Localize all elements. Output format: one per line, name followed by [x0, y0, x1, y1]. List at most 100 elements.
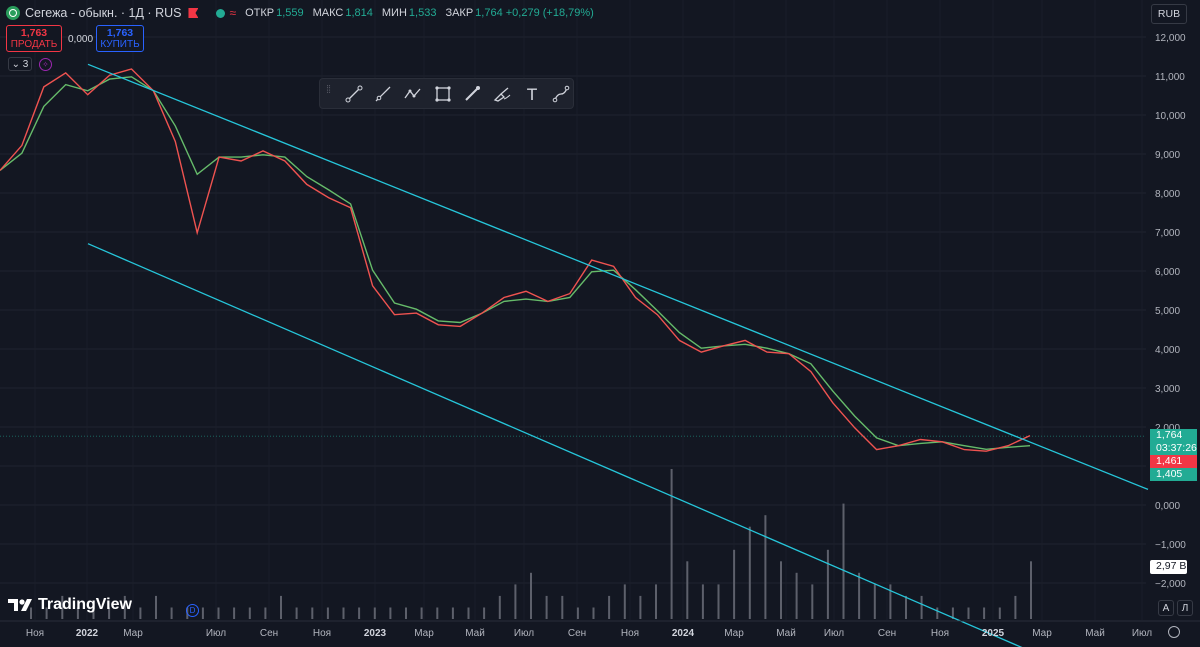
volume-bar: [733, 549, 736, 619]
market-status-icon[interactable]: [216, 8, 226, 18]
ohlc-close-value: 1,764 +0,279 (+18,79%): [475, 7, 594, 19]
time-axis-label: Май: [1085, 628, 1105, 639]
ohlc-low-label: МИН: [381, 7, 407, 19]
time-axis-label: Ноя: [313, 628, 331, 639]
price-scale-label: 8,000: [1155, 189, 1180, 200]
path-icon[interactable]: [549, 82, 573, 106]
time-axis-label: Ноя: [621, 628, 639, 639]
time-axis: Ноя 2022 Мар Июл Сен Ноя 2023 Мар Май Июл Сен Ноя 20…: [0, 620, 1200, 639]
volume-bar: [951, 607, 954, 619]
wave-icon[interactable]: ≈: [229, 6, 237, 20]
time-axis-label: 2023: [364, 628, 387, 639]
log-scale-button[interactable]: Л: [1177, 600, 1193, 616]
ohlc-high-value: 1,814: [345, 7, 373, 19]
volume-bar: [405, 607, 407, 619]
volume-bar: [983, 607, 986, 619]
time-axis-label: Май: [776, 628, 796, 639]
brush-icon[interactable]: [460, 82, 484, 106]
time-axis-label: Мар: [1032, 628, 1052, 639]
volume-bar: [701, 584, 704, 619]
time-axis-label: Май: [465, 628, 485, 639]
symbol-title[interactable]: Сегежа - обыкн. · 1Д · RUS: [25, 6, 182, 20]
volume-bar: [264, 607, 267, 619]
time-axis-label: 2025: [982, 628, 1005, 639]
volume-bar: [139, 607, 142, 619]
text-tool-glyph: T: [526, 85, 537, 104]
indicators-toggle[interactable]: ⌄ 3: [8, 57, 32, 71]
time-axis-label: Сен: [568, 628, 586, 639]
time-axis-label: Июл: [1132, 628, 1152, 639]
polyline-icon[interactable]: [401, 82, 425, 106]
volume-bar: [608, 595, 611, 619]
volume-bar: [717, 584, 720, 619]
price-scale-label: 5,000: [1155, 306, 1180, 317]
volume-bar: [483, 607, 486, 619]
ray-icon[interactable]: [371, 82, 395, 106]
exchange-logo-icon: [6, 6, 20, 20]
volume-bar: [61, 595, 64, 619]
dividend-marker[interactable]: D: [186, 604, 199, 617]
price-scale-label: −2,000: [1155, 579, 1186, 590]
volume-bar: [780, 561, 782, 619]
ohlc-open-label: ОТКР: [245, 7, 275, 19]
volume-bar: [123, 595, 126, 619]
volume-bar: [623, 584, 626, 619]
price-line: [0, 68, 1031, 452]
volume-bar: [545, 595, 548, 619]
ma-green-price-tag: 1,405: [1150, 468, 1197, 481]
volume-bar: [342, 607, 345, 619]
volume-bar: [201, 607, 204, 619]
ohlc-low-value: 1,533: [408, 7, 437, 19]
volume-bar: [905, 595, 907, 619]
volume-bar: [451, 607, 454, 619]
highlighter-icon[interactable]: [490, 82, 514, 106]
volume-bar: [670, 469, 673, 619]
time-axis-label: Мар: [123, 628, 143, 639]
volume-bar: [795, 572, 798, 619]
volume-bar: [92, 607, 95, 619]
buy-label: КУПИТЬ: [100, 38, 140, 50]
volume-histogram: [30, 469, 1032, 619]
sell-price: 1,763: [20, 26, 48, 39]
volume-bar: [576, 607, 579, 619]
volume-bar: [1030, 561, 1032, 619]
volume-bar: [998, 607, 1001, 619]
currency-selector[interactable]: RUB: [1151, 4, 1187, 24]
volume-bar: [811, 584, 814, 619]
text-icon[interactable]: T: [520, 82, 544, 106]
tradingview-logo[interactable]: TradingView: [8, 596, 132, 614]
volume-bar: [248, 607, 251, 619]
volume-bar: [686, 561, 689, 619]
flag-icon[interactable]: [188, 8, 199, 18]
price-scale-label: 9,000: [1155, 150, 1180, 161]
trend-line-icon[interactable]: [342, 82, 366, 106]
tradingview-logo-icon: [8, 599, 32, 611]
volume-bar: [467, 607, 470, 619]
volume-bar: [311, 607, 314, 619]
sell-button[interactable]: 1,763 ПРОДАТЬ: [6, 25, 62, 52]
volume-bar: [842, 503, 845, 619]
symbol-header: Сегежа - обыкн. · 1Д · RUS ≈ ОТКР 1,559 …: [6, 5, 594, 21]
rectangle-icon[interactable]: [431, 82, 455, 106]
time-axis-label: Июл: [514, 628, 534, 639]
drag-handle-icon[interactable]: ⁞⁞: [326, 83, 331, 96]
ohlc-high-label: МАКС: [312, 7, 344, 19]
volume-bar: [217, 607, 220, 619]
time-axis-label: 2024: [672, 628, 695, 639]
volume-bar: [45, 607, 48, 619]
ohlc-close-label: ЗАКР: [445, 7, 474, 19]
volume-bar: [748, 526, 751, 619]
settings-gear-icon[interactable]: [1168, 626, 1180, 638]
volume-bar: [514, 584, 517, 619]
price-scale-label: 2,000: [1155, 423, 1180, 434]
price-scale-label: 3,000: [1155, 384, 1180, 395]
buy-button[interactable]: 1,763 КУПИТЬ: [96, 25, 144, 52]
volume-bar: [498, 595, 501, 619]
volume-bar: [170, 607, 173, 619]
auto-scale-button[interactable]: A: [1158, 600, 1174, 616]
volume-bar: [639, 595, 642, 619]
event-marker-icon[interactable]: ✧: [39, 58, 52, 71]
time-axis-label: Ноя: [26, 628, 44, 639]
volume-bar: [389, 607, 392, 619]
